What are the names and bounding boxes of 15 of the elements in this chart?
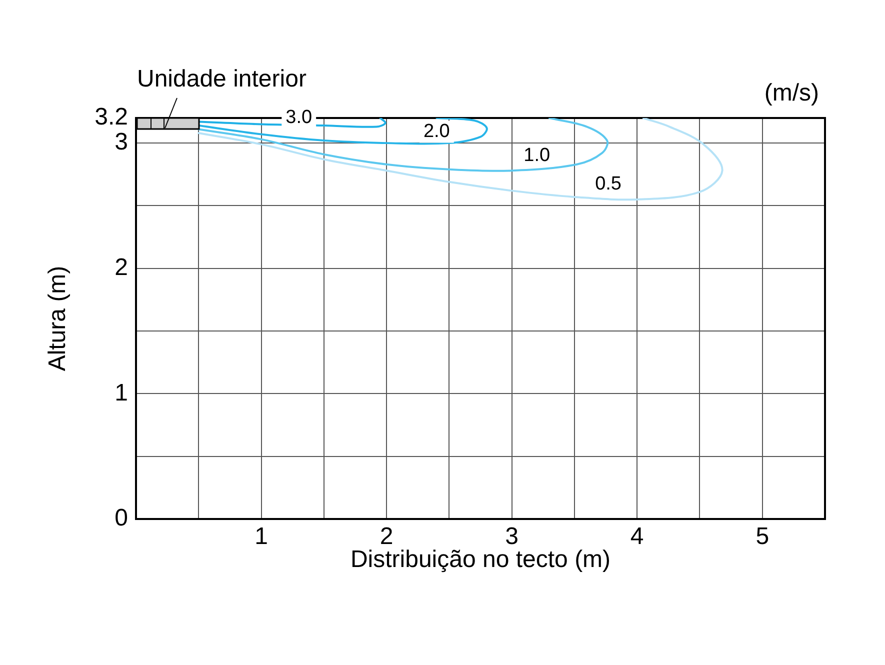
y-tick-label: 0	[114, 504, 128, 532]
x-tick-label: 4	[630, 523, 644, 550]
text: (m/s)	[764, 80, 819, 107]
y-tick-label: 2	[114, 254, 128, 281]
x-tick-label: 5	[756, 523, 770, 550]
text: Unidade interior	[137, 66, 306, 93]
annotation: 2.0	[423, 121, 450, 142]
x-tick-label: 1	[254, 523, 268, 550]
annotation: 1.0	[524, 144, 550, 166]
y-axis-title: Altura (m)	[44, 266, 72, 372]
annotation: 0.5	[595, 174, 622, 195]
y-tick-label: 3.2	[94, 104, 128, 131]
y-tick-label: 1	[114, 379, 128, 406]
y-tick-label: 3	[114, 128, 128, 156]
annotation: 3.0	[286, 107, 312, 128]
